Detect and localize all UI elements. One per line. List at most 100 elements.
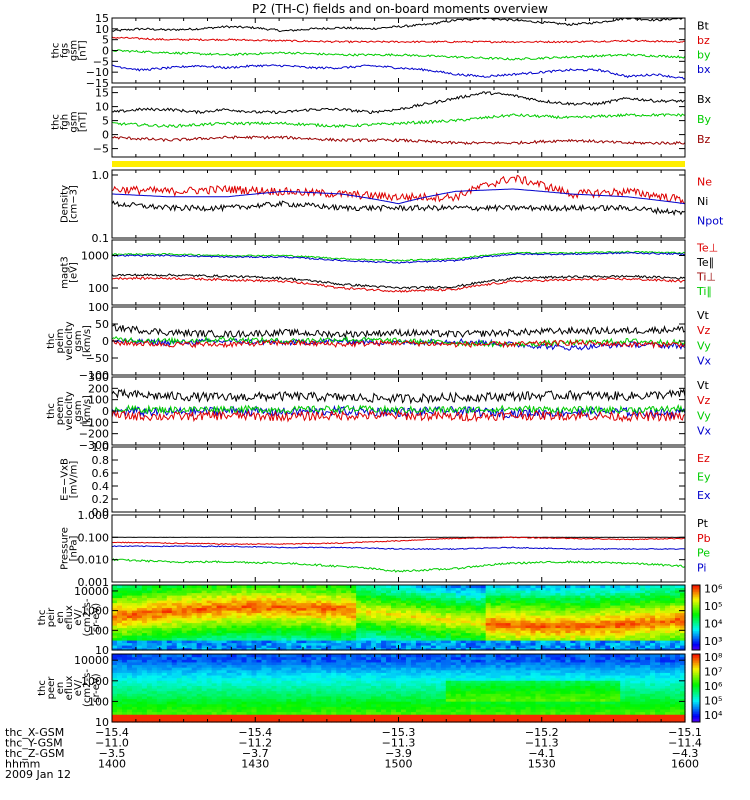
heatmap-cell: [381, 595, 387, 599]
heatmap-cell: [226, 647, 233, 651]
heatmap-cell: [201, 625, 208, 629]
heatmap-cell: [136, 685, 143, 689]
heatmap-cell: [221, 703, 228, 707]
heatmap-cell: [216, 642, 223, 646]
heatmap-cell: [286, 600, 292, 604]
heatmap-cell: [171, 625, 178, 629]
heatmap-cell: [166, 669, 173, 673]
heatmap-cell: [266, 695, 273, 700]
heatmap-cell: [675, 622, 681, 626]
heatmap-cell: [166, 625, 173, 629]
heatmap-cell: [291, 627, 297, 631]
heatmap-cell: [112, 682, 118, 686]
heatmap-cell: [595, 645, 601, 649]
heatmap-cell: [655, 620, 661, 624]
heatmap-cell: [645, 585, 651, 589]
heatmap-cell: [590, 635, 596, 639]
heatmap-cell: [186, 597, 193, 601]
heatmap-cell: [201, 659, 208, 663]
heatmap-cell: [336, 590, 342, 594]
heatmap-cell: [206, 656, 213, 660]
heatmap-cell: [301, 610, 307, 614]
heatmap-cell: [316, 682, 322, 686]
heatmap-cell: [650, 630, 656, 634]
y-axis-label: thcpeimvelocitygsm[km/s]: [46, 321, 93, 360]
heatmap-cell: [211, 661, 218, 666]
heatmap-cell: [430, 617, 437, 621]
heatmap-cell: [381, 592, 387, 596]
heatmap-cell: [450, 630, 457, 634]
heatmap-cell: [505, 592, 512, 596]
heatmap-cell: [231, 654, 238, 658]
heatmap-cell: [296, 585, 302, 589]
heatmap-cell: [171, 622, 178, 626]
heatmap-cell: [121, 672, 128, 676]
heatmap-cell: [136, 703, 143, 707]
heatmap-cell: [585, 590, 591, 594]
heatmap-cell: [505, 637, 512, 641]
heatmap-cell: [306, 719, 312, 723]
heatmap-cell: [306, 625, 312, 629]
heatmap-cell: [296, 719, 302, 723]
heatmap-cell: [440, 597, 447, 601]
heatmap-cell: [545, 635, 552, 639]
heatmap-cell: [670, 622, 676, 626]
heatmap-cell: [126, 605, 133, 609]
heatmap-cell: [435, 600, 442, 604]
heatmap-cell: [585, 645, 591, 649]
heatmap-cell: [112, 587, 118, 591]
heatmap-cell: [386, 622, 392, 626]
heatmap-cell: [161, 590, 168, 594]
heatmap-cell: [480, 625, 487, 629]
heatmap-cell: [376, 600, 382, 604]
heatmap-cell: [171, 605, 178, 609]
heatmap-cell: [236, 695, 243, 700]
heatmap-cell: [112, 688, 118, 692]
heatmap-cell: [211, 674, 218, 679]
heatmap-cell: [151, 716, 158, 720]
heatmap-cell: [321, 605, 327, 609]
heatmap-cell: [470, 615, 477, 619]
heatmap-cell: [590, 622, 596, 626]
heatmap-cell: [261, 669, 268, 673]
heatmap-cell: [525, 635, 532, 639]
y-tick-label: 10: [95, 644, 109, 657]
heatmap-cell: [171, 677, 178, 681]
heatmap-cell: [131, 690, 138, 694]
heatmap-cell: [201, 600, 208, 604]
heatmap-cell: [580, 620, 586, 624]
heatmap-cell: [331, 602, 337, 606]
heatmap-cell: [176, 630, 183, 634]
heatmap-cell: [281, 607, 287, 611]
heatmap-cell: [276, 635, 283, 639]
heatmap-cell: [156, 587, 163, 591]
heatmap-cell: [166, 607, 173, 611]
heatmap-cell: [570, 615, 576, 619]
heatmap-cell: [131, 607, 138, 611]
heatmap-cell: [391, 632, 397, 636]
heatmap-cell: [296, 664, 302, 668]
heatmap-cell: [565, 625, 571, 629]
heatmap-cell: [400, 615, 407, 619]
heatmap-cell: [231, 672, 238, 676]
heatmap-cell: [171, 627, 178, 631]
heatmap-cell: [530, 585, 537, 589]
y-tick-label: 300: [88, 371, 109, 384]
heatmap-cell: [266, 714, 273, 718]
heatmap-cell: [450, 625, 457, 629]
heatmap-cell: [251, 659, 258, 663]
heatmap-cell: [640, 622, 646, 626]
heatmap-cell: [236, 682, 243, 686]
heatmap-cell: [236, 672, 243, 676]
heatmap-cell: [435, 592, 442, 596]
heatmap-cell: [376, 622, 382, 626]
heatmap-cell: [530, 622, 537, 626]
heatmap-cell: [131, 701, 138, 705]
heatmap-cell: [605, 607, 611, 611]
heatmap-cell: [645, 637, 651, 641]
y-axis-label: magt3[eV]: [60, 256, 80, 289]
heatmap-cell: [226, 664, 233, 668]
heatmap-cell: [256, 695, 263, 700]
heatmap-cell: [475, 602, 482, 606]
heatmap-cell: [485, 642, 492, 646]
